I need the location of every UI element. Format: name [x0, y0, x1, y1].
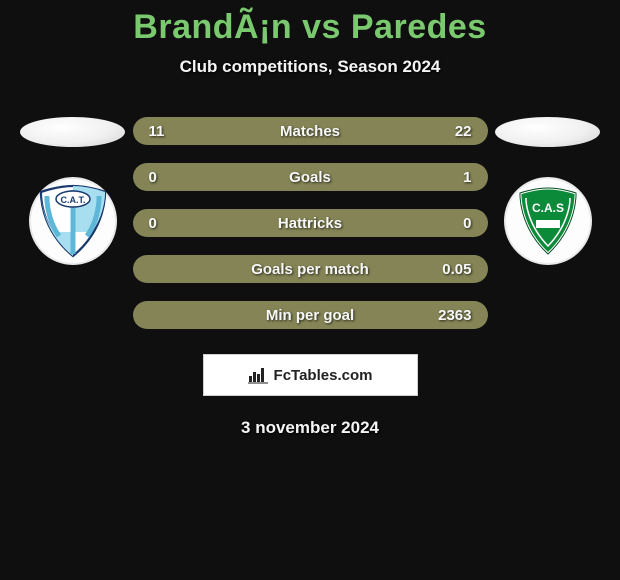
brand-label: FcTables.com [274, 367, 373, 384]
stat-row: Min per goal2363 [133, 301, 488, 329]
page-title: BrandÃ¡n vs Paredes [0, 8, 620, 47]
season-subtitle: Club competitions, Season 2024 [0, 57, 620, 77]
stat-right-value: 2363 [432, 307, 472, 324]
stat-right-value: 0 [432, 215, 472, 232]
player-right-avatar [495, 117, 600, 147]
team-right-badge: C.A.S [504, 177, 592, 265]
stat-row: 0Hattricks0 [133, 209, 488, 237]
badge-right-text: C.A.S [531, 201, 563, 215]
stats-column: 11Matches22 0Goals1 0Hattricks0 Goals per m… [133, 117, 488, 329]
date-label: 3 november 2024 [0, 418, 620, 438]
player-left-avatar [20, 117, 125, 147]
main-row: C.A.T. 11Matches22 0Goals1 0Hattricks0 Goal… [0, 117, 620, 329]
team-left-badge: C.A.T. [29, 177, 117, 265]
shield-icon: C.A.S [512, 184, 584, 258]
bar-chart-icon [248, 366, 268, 384]
stat-row: Goals per match0.05 [133, 255, 488, 283]
comparison-card: BrandÃ¡n vs Paredes Club competitions, S… [0, 0, 620, 580]
source-attribution[interactable]: FcTables.com [203, 354, 418, 396]
stat-row: 0Goals1 [133, 163, 488, 191]
shield-icon: C.A.T. [37, 184, 109, 258]
badge-left-text: C.A.T. [60, 195, 85, 205]
stat-right-value: 0.05 [432, 261, 472, 278]
player-right-column: C.A.S [488, 117, 608, 265]
stat-right-value: 22 [432, 123, 472, 140]
player-left-column: C.A.T. [13, 117, 133, 265]
stat-right-value: 1 [432, 169, 472, 186]
stat-row: 11Matches22 [133, 117, 488, 145]
